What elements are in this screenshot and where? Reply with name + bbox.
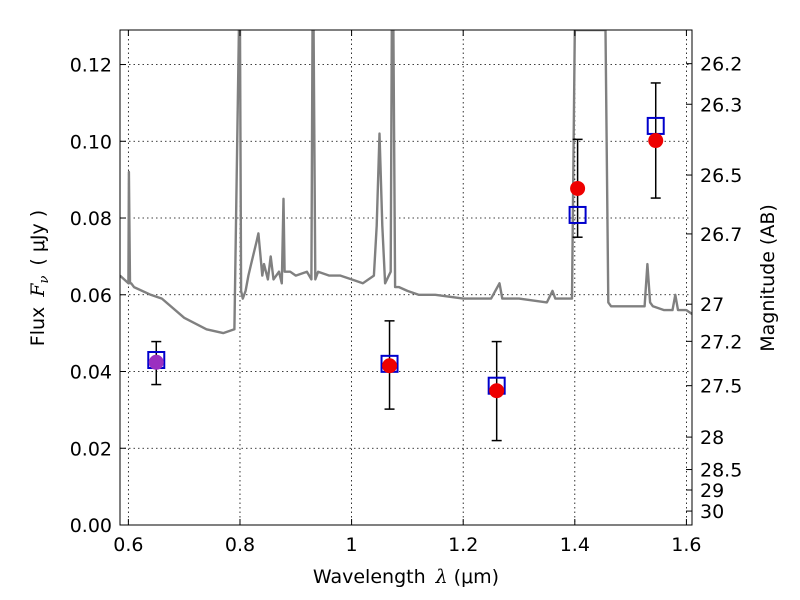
axis-ticks: 0.6 0.8 1 1.2 1.4 1.6 0.00 0.02 0.04 0.06 0.08 0.10… — [70, 30, 742, 556]
mag-tick-label: 26.2 — [700, 54, 742, 76]
mag-tick-label: 28.5 — [700, 460, 742, 482]
observed-point — [382, 358, 398, 374]
mag-tick-label: 27.2 — [700, 331, 742, 353]
mag-tick-label: 26.3 — [700, 94, 742, 116]
mag-tick-label: 26.7 — [700, 224, 742, 246]
x-tick-label: 0.6 — [113, 534, 143, 556]
mag-tick-label: 28 — [700, 427, 724, 449]
grid-lines — [120, 30, 692, 526]
observed-point — [648, 133, 664, 149]
y-tick-label: 0.00 — [70, 515, 112, 537]
x-tick-label: 1.4 — [560, 534, 590, 556]
y-axis-right-label: Magnitude (AB) — [757, 204, 779, 352]
mag-tick-label: 27 — [700, 294, 724, 316]
y-tick-label: 0.10 — [70, 131, 112, 153]
mag-tick-label: 26.5 — [700, 165, 742, 187]
y-tick-label: 0.08 — [70, 208, 112, 230]
plot-frame — [119, 29, 693, 526]
y-tick-label: 0.12 — [70, 55, 112, 77]
y-axis-label: FluxFν( μJy ) — [27, 210, 52, 346]
observed-point — [489, 383, 505, 399]
x-tick-label: 0.8 — [225, 534, 255, 556]
y-tick-label: 0.06 — [70, 285, 112, 307]
x-tick-label: 1.2 — [448, 534, 478, 556]
observed-point — [570, 180, 586, 196]
model-square-marker — [568, 205, 587, 224]
spectrum-line — [120, 30, 692, 335]
y-tick-label: 0.04 — [70, 362, 112, 384]
mag-tick-label: 29 — [700, 480, 724, 502]
mag-tick-label: 30 — [700, 501, 724, 523]
mag-tick-label: 27.5 — [700, 376, 742, 398]
x-axis-label: Wavelength λ (μm) — [313, 566, 499, 588]
x-tick-label: 1.6 — [671, 534, 701, 556]
x-tick-label: 1 — [346, 534, 358, 556]
spectrum-layer — [120, 30, 692, 335]
photometry-points — [147, 82, 665, 442]
observed-point — [148, 354, 164, 370]
y-tick-label: 0.02 — [70, 438, 112, 460]
